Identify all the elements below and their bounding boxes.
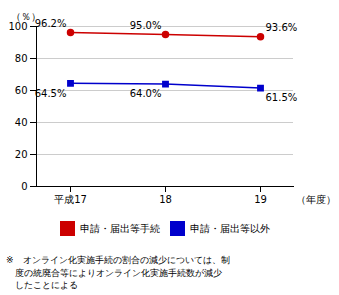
svg-text:19: 19	[254, 194, 267, 205]
svg-text:60: 60	[15, 85, 28, 96]
svg-text:61.5%: 61.5%	[266, 92, 298, 103]
svg-text:64.5%: 64.5%	[35, 88, 67, 99]
svg-text:平成17: 平成17	[54, 194, 87, 205]
svg-text:0: 0	[21, 181, 27, 192]
svg-text:80: 80	[15, 53, 28, 64]
html-text:申請・届出等以外: 申請・届出等以外	[189, 222, 270, 234]
svg-text:64.0%: 64.0%	[130, 88, 162, 99]
html-text:申請・届出等手続: 申請・届出等手続	[79, 222, 160, 234]
svg-text:95.0%: 95.0%	[130, 20, 162, 31]
svg-text:40: 40	[15, 117, 28, 128]
svg-text:20: 20	[15, 149, 28, 160]
svg-text:（％）: （％）	[11, 11, 41, 22]
svg-text:18: 18	[159, 194, 172, 205]
svg-text:96.2%: 96.2%	[34, 17, 67, 29]
svg-text:93.6%: 93.6%	[266, 22, 298, 33]
svg-text:（年度）: （年度）	[296, 194, 336, 205]
svg-text:100: 100	[8, 21, 27, 32]
html-text:※ オンライン化実施手続の割合の減少については、制 度の統廃: ※ オンライン化実施手続の割合の減少については、制 度の統廃合等によりオンライン…	[6, 255, 230, 291]
